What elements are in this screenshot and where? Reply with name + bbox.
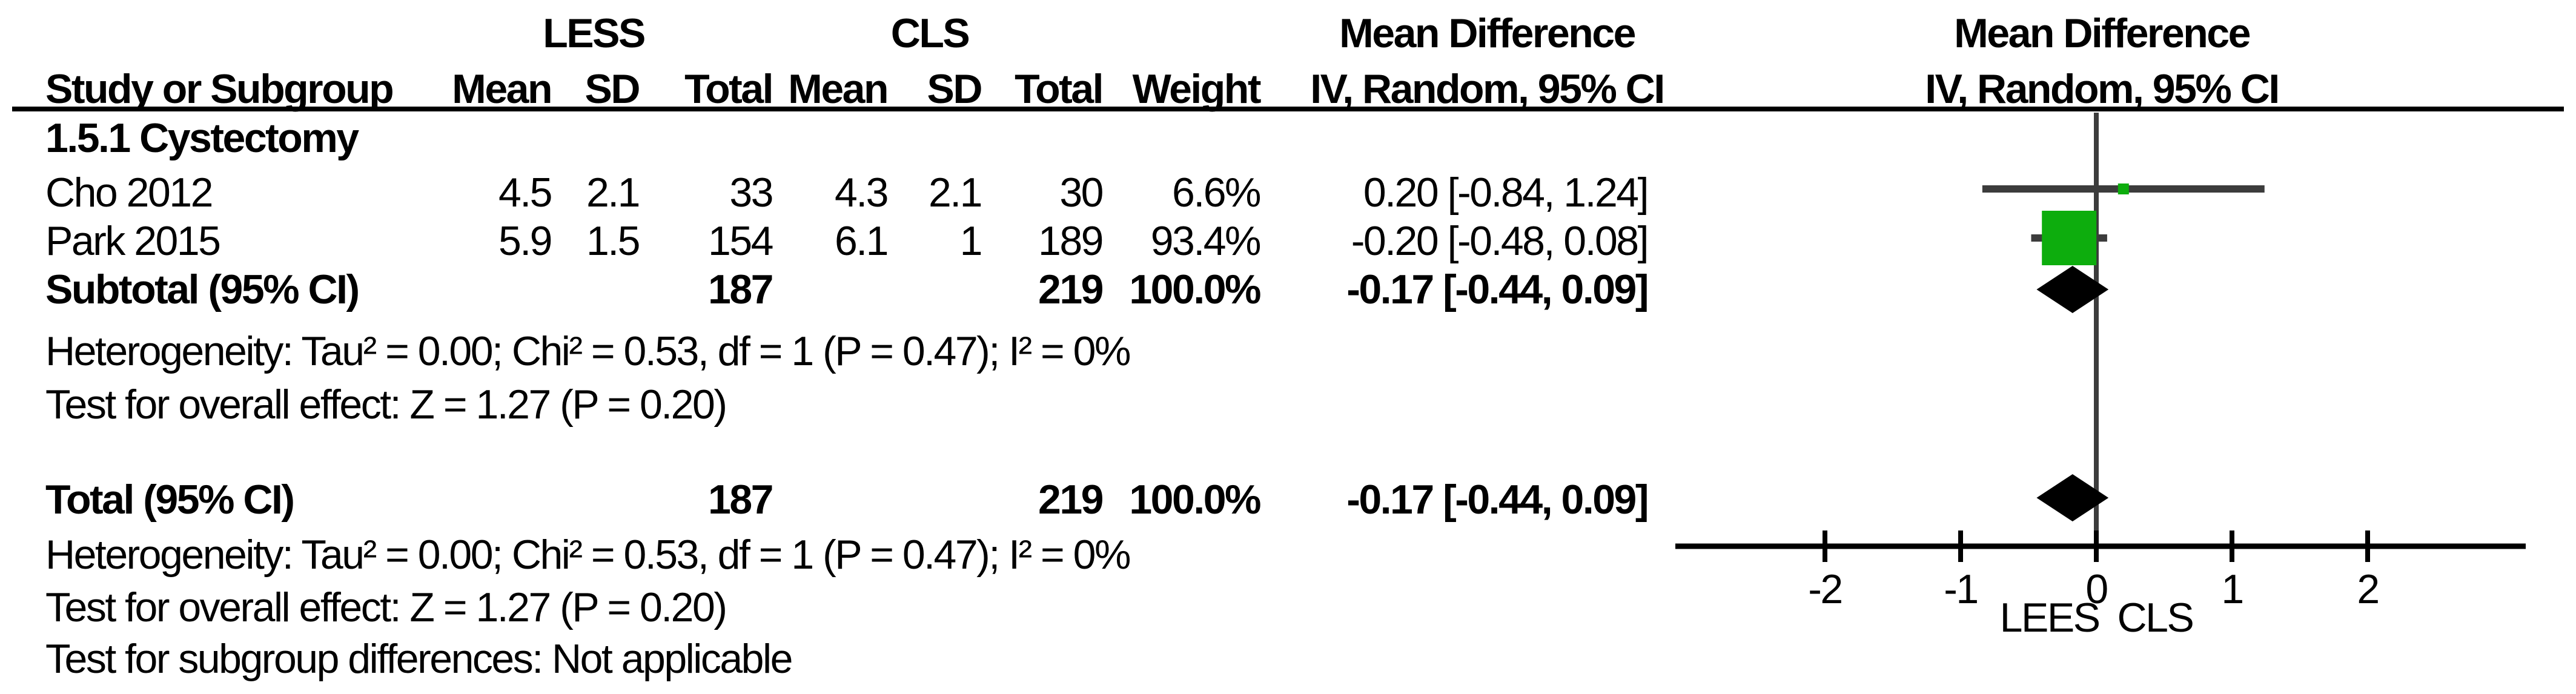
total-cls-total: 219 <box>1038 477 1104 523</box>
subtotal-label: Subtotal (95% CI) <box>45 266 360 312</box>
study-weight: 93.4% <box>1150 218 1262 264</box>
study-md-ci: 0.20 [-0.84, 1.24] <box>1363 170 1649 216</box>
header-weight: Weight <box>1132 66 1262 112</box>
header-group-cls: CLS <box>890 10 970 56</box>
axis-label-right: CLS <box>2117 595 2194 641</box>
study-cls-total: 30 <box>1059 170 1104 216</box>
subtotal-less-total: 187 <box>708 266 773 312</box>
header-rule <box>12 107 2564 111</box>
header-less-sd: SD <box>584 66 641 112</box>
plot-header-md-method: IV, Random, 95% CI <box>1925 66 2280 112</box>
total-diamond <box>2036 474 2109 521</box>
total-label: Total (95% CI) <box>45 477 295 523</box>
study-less-total: 33 <box>729 170 773 216</box>
study-cls-mean: 4.3 <box>834 170 889 216</box>
header-group-less: LESS <box>543 10 646 56</box>
study-name: Park 2015 <box>45 218 221 264</box>
total-md-ci: -0.17 [-0.44, 0.09] <box>1346 477 1649 523</box>
header-study: Study or Subgroup <box>45 66 394 112</box>
axis-tick-label: -2 <box>1808 566 1843 612</box>
axis-tick-label: 0 <box>2085 566 2108 612</box>
study-cls-total: 189 <box>1038 218 1104 264</box>
study-weight-square <box>2117 183 2129 194</box>
study-cls-sd: 2.1 <box>928 170 983 216</box>
study-less-mean: 4.5 <box>498 170 553 216</box>
total-less-total: 187 <box>708 477 773 523</box>
axis-direction-labels: LEES CLS <box>1999 592 2194 644</box>
subtotal-md-ci: -0.17 [-0.44, 0.09] <box>1346 266 1649 312</box>
subgroup-label: 1.5.1 Cystectomy <box>45 115 359 161</box>
axis-tick-label: 2 <box>2357 566 2380 612</box>
subgroup-differences-note: Test for subgroup differences: Not appli… <box>45 636 793 682</box>
study-less-total: 154 <box>708 218 773 264</box>
header-less-mean: Mean <box>452 66 552 112</box>
study-cls-mean: 6.1 <box>834 218 889 264</box>
study-less-sd: 1.5 <box>586 218 641 264</box>
axis-label-left: LEES <box>1999 595 2101 641</box>
subtotal-cls-total: 219 <box>1038 266 1104 312</box>
total-weight: 100.0% <box>1129 477 1261 523</box>
header-less-total: Total <box>684 66 773 112</box>
study-less-sd: 2.1 <box>586 170 641 216</box>
study-name: Cho 2012 <box>45 170 213 216</box>
study-md-ci: -0.20 [-0.48, 0.08] <box>1351 218 1649 264</box>
subtotal-overall-effect-note: Test for overall effect: Z = 1.27 (P = 0… <box>45 382 727 428</box>
plot-header-md-title: Mean Difference <box>1954 10 2251 56</box>
subtotal-diamond <box>2036 266 2109 313</box>
study-weight-square <box>2042 211 2097 265</box>
header-md-title: Mean Difference <box>1339 10 1636 56</box>
header-cls-mean: Mean <box>788 66 889 112</box>
study-cls-sd: 1 <box>959 218 983 264</box>
subtotal-heterogeneity-note: Heterogeneity: Tau² = 0.00; Chi² = 0.53,… <box>45 328 1131 374</box>
total-overall-effect-note: Test for overall effect: Z = 1.27 (P = 0… <box>45 584 727 630</box>
total-heterogeneity-note: Heterogeneity: Tau² = 0.00; Chi² = 0.53,… <box>45 532 1131 578</box>
header-cls-sd: SD <box>927 66 983 112</box>
subtotal-weight: 100.0% <box>1129 266 1261 312</box>
axis-tick-label: 1 <box>2221 566 2244 612</box>
study-weight: 6.6% <box>1172 170 1262 216</box>
axis-tick-label: -1 <box>1944 566 1979 612</box>
study-less-mean: 5.9 <box>498 218 553 264</box>
header-cls-total: Total <box>1015 66 1104 112</box>
header-md-method: IV, Random, 95% CI <box>1310 66 1665 112</box>
